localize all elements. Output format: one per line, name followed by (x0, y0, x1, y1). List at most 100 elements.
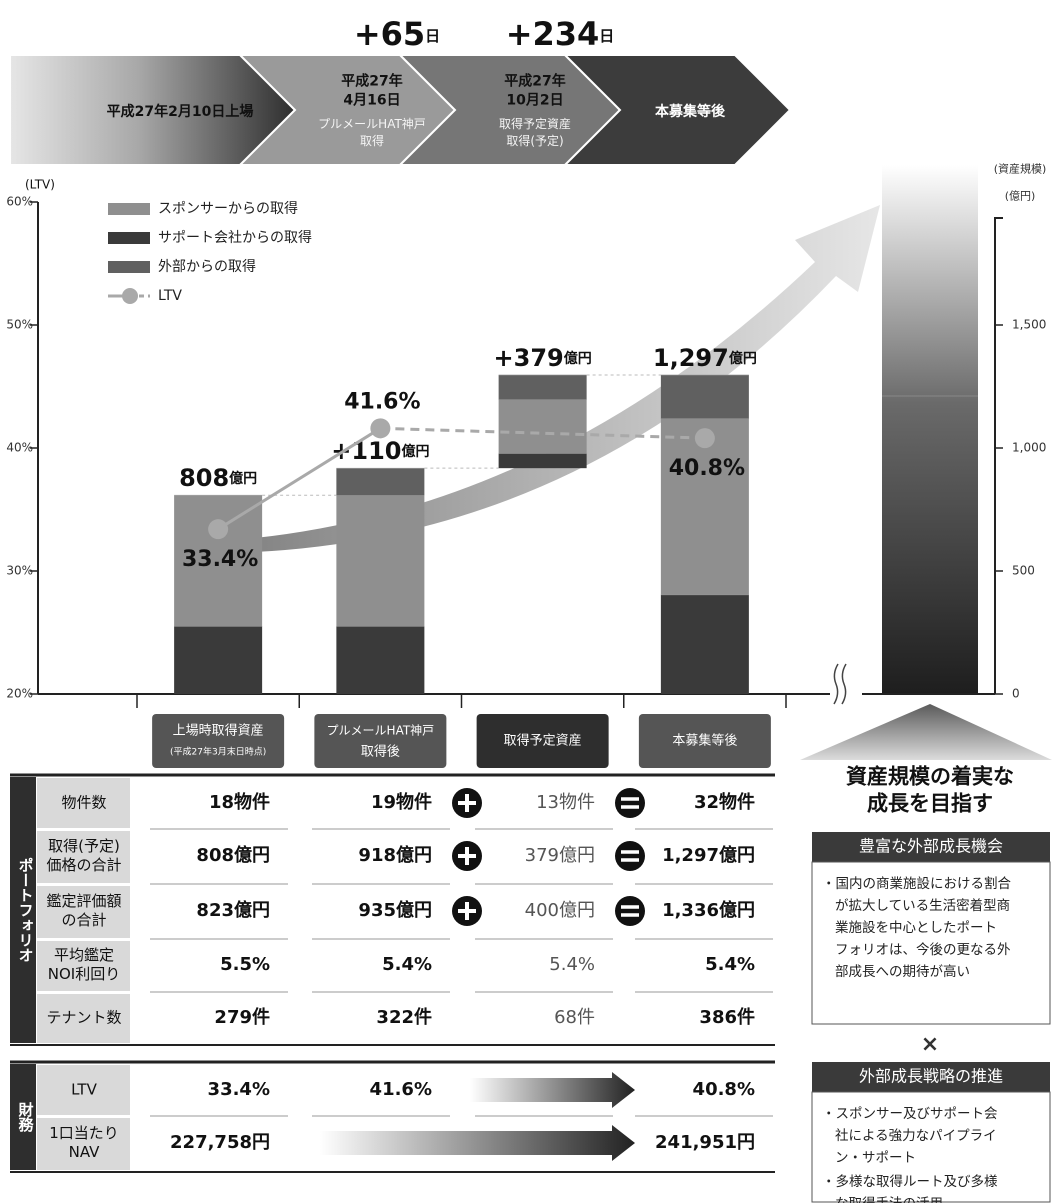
table-cell: 33.4% (208, 1079, 270, 1100)
table-cell: 241,951円 (655, 1132, 755, 1153)
row-header: 物件数 (61, 794, 106, 812)
ltv-label: 40.8% (669, 456, 745, 481)
bar-segment (336, 495, 425, 627)
table-cell: 823億円 (196, 899, 270, 921)
step-title: 本募集等後 (655, 103, 726, 120)
bar-segment (174, 626, 263, 694)
y2-tick-label: 0 (1012, 687, 1020, 701)
headline: 成長を目指す (867, 792, 993, 816)
row-header-bg (37, 1118, 130, 1170)
elapsed-days-unit: 日 (599, 27, 614, 45)
table-cell: 808億円 (196, 844, 270, 866)
change-arrow (470, 1072, 635, 1108)
plus-sign (458, 902, 476, 920)
bullet-line: な取得手法の活用 (835, 1195, 943, 1203)
group-label: 財務 (17, 1101, 35, 1133)
bar-segment (498, 453, 587, 469)
plus-sign (458, 847, 476, 865)
bullet-line: フォリオは、今後の更なる外 (835, 942, 1011, 958)
legend-swatch (108, 261, 150, 273)
row-header-bg (37, 831, 130, 883)
row-header: 取得(予定) (48, 837, 120, 855)
box-header-bg (812, 832, 1050, 862)
category-label: 本募集等後 (672, 733, 737, 749)
row-header-bg (37, 994, 130, 1043)
category-box (476, 714, 609, 768)
bullet-line: ・スポンサー及びサポート会 (822, 1106, 998, 1122)
row-header: 1口当たり (49, 1124, 119, 1142)
y2-axis-label: (億円) (1005, 190, 1036, 203)
bar-segment (660, 594, 749, 694)
table-cell: 227,758円 (170, 1132, 270, 1153)
elapsed-days: +234日 (506, 15, 615, 53)
table-cell: 13物件 (536, 792, 595, 813)
y2-tick-label: 1,000 (1012, 441, 1046, 455)
table-cell: 918億円 (358, 844, 432, 866)
axis-break (833, 663, 847, 705)
table-cell: 1,297億円 (662, 844, 755, 866)
ltv-point (694, 428, 715, 449)
bullet-line: 部成長への期待が高い (835, 963, 970, 980)
growth-arrow (255, 205, 880, 552)
table-cell: 386件 (699, 1006, 755, 1028)
bar-segment (498, 399, 587, 454)
step-title: 4月16日 (343, 93, 400, 109)
row-header-bg (37, 778, 130, 828)
y2-tick-label: 500 (1012, 564, 1035, 578)
bar-segment (336, 626, 425, 694)
bullet-line: ・多様な取得ルート及び多様 (822, 1173, 998, 1190)
line-connector (380, 426, 705, 440)
legend-label: 外部からの取得 (158, 258, 256, 275)
bullet-line: ン・サポート (835, 1150, 916, 1166)
legend-swatch (108, 203, 150, 215)
table-cell: 1,336億円 (662, 899, 755, 921)
bar-label-number: +379 (494, 344, 564, 372)
table-cell: 41.6% (370, 1079, 432, 1100)
group-label-bg (10, 1064, 36, 1170)
category-label: 上場時取得資産 (173, 723, 264, 739)
row-header-bg (37, 886, 130, 938)
bar-label-unit: 億円 (401, 443, 429, 460)
equals-sign (621, 905, 639, 917)
future-asset-bar (882, 165, 978, 694)
step-title: 10月2日 (506, 93, 563, 109)
table-cell: 279件 (214, 1006, 270, 1028)
y2-tick-label: 1,500 (1012, 318, 1046, 332)
headline: 資産規模の着実な (846, 765, 1014, 789)
legend-label: サポート会社からの取得 (158, 229, 312, 246)
step-note: 取得予定資産 (499, 116, 571, 131)
box (811, 1091, 1051, 1203)
step-note: 取得(予定) (506, 133, 563, 148)
step-note: プルメールHAT神戸 (318, 117, 426, 131)
box (811, 861, 1051, 1025)
table-cell: 5.4% (549, 954, 595, 975)
y-tick-label: 50% (6, 318, 33, 332)
step-title: 平成27年2月10日上場 (107, 103, 254, 120)
bar-label: +379億円 (494, 344, 592, 372)
table-cell: 5.4% (382, 954, 432, 975)
table-cell: 322件 (376, 1006, 432, 1028)
y-tick-label: 60% (6, 195, 33, 209)
box-title: 豊富な外部成長機会 (859, 837, 1003, 856)
y-tick-label: 20% (6, 687, 33, 701)
bar-segment (336, 468, 425, 496)
category-label: プルメールHAT神戸 (327, 724, 435, 738)
table-cell: 5.5% (220, 954, 270, 975)
row-header: 平均鑑定 (54, 946, 114, 964)
row-header: 鑑定評価額 (46, 892, 121, 910)
row-header: LTV (71, 1081, 97, 1099)
bar-label: 1,297億円 (653, 344, 757, 372)
legend-swatch (108, 232, 150, 244)
bar-label-number: 1,297 (653, 344, 729, 372)
equals-sign (621, 797, 639, 809)
category-box (152, 714, 285, 768)
category-label: (平成27年3月末日時点) (170, 746, 266, 758)
box-header-bg (812, 1062, 1050, 1092)
times-sign: × (921, 1032, 939, 1057)
change-arrow (320, 1125, 635, 1161)
ltv-line (217, 427, 382, 531)
group-label: ポートフォリオ (17, 858, 35, 963)
elapsed-days-number: +65 (354, 15, 425, 53)
y-axis-label: (LTV) (25, 178, 55, 192)
step-title: 平成27年 (341, 73, 402, 90)
